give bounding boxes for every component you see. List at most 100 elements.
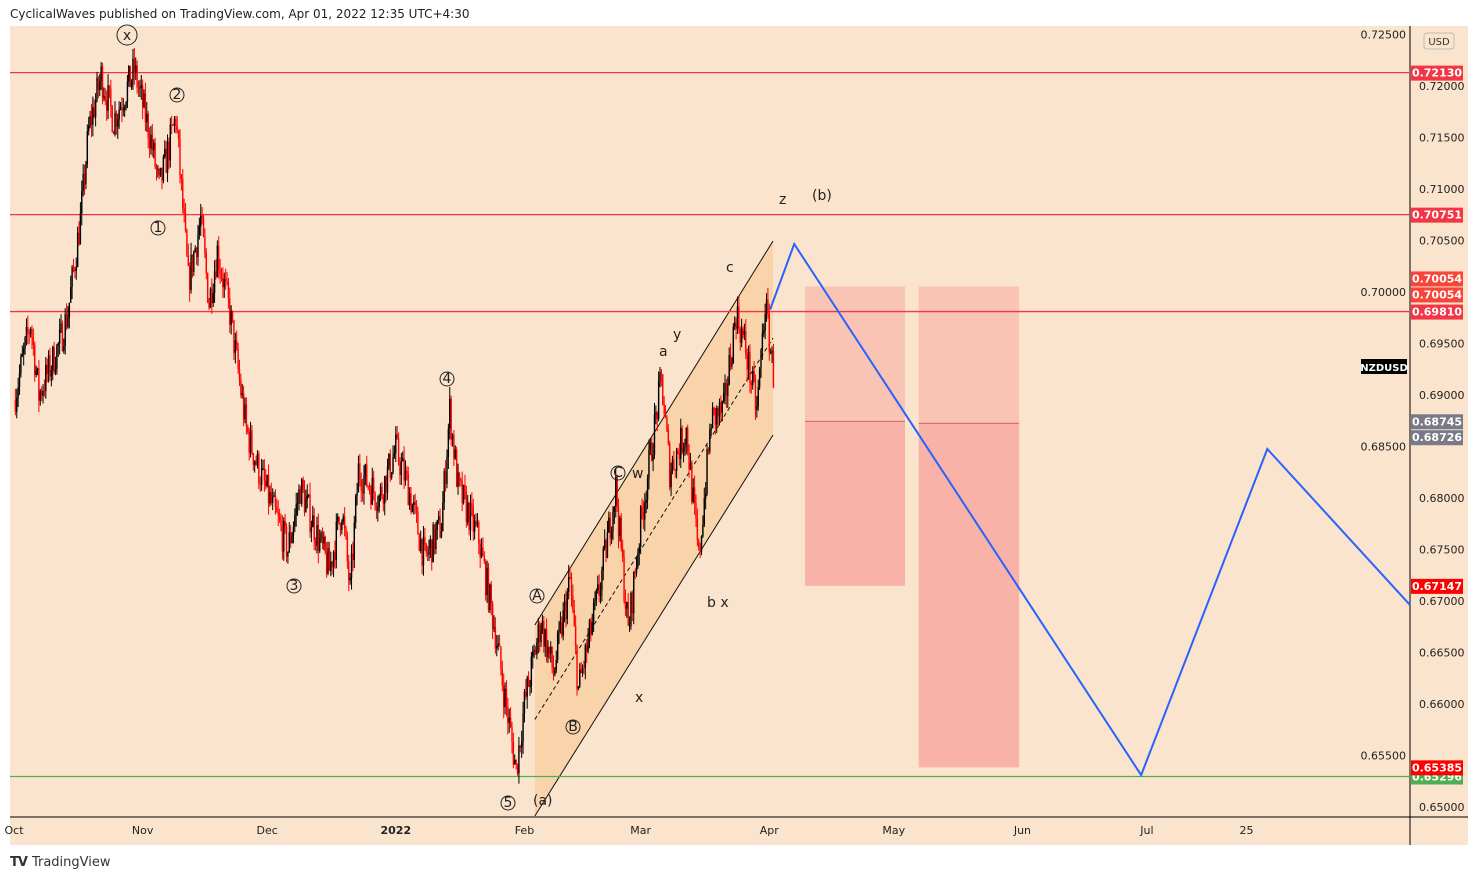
- candle: [130, 79, 133, 91]
- candle: [324, 535, 326, 555]
- candle: [125, 101, 127, 111]
- candle-body: [54, 369, 57, 373]
- candle-body: [104, 96, 106, 100]
- candle: [114, 101, 116, 137]
- candle: [140, 74, 142, 100]
- candle-body: [443, 471, 445, 503]
- candle: [146, 101, 148, 132]
- candle: [753, 361, 755, 383]
- candle: [437, 510, 440, 525]
- candle-body: [468, 502, 470, 531]
- candle-body: [96, 77, 98, 101]
- candle: [425, 542, 427, 557]
- candle-body: [270, 492, 272, 503]
- candle: [678, 443, 681, 466]
- candle-body: [295, 503, 297, 516]
- candle: [165, 141, 167, 173]
- candle-body: [768, 313, 770, 353]
- candle: [118, 101, 120, 129]
- candle-body: [639, 506, 642, 547]
- candle: [447, 423, 450, 469]
- candle: [204, 228, 206, 259]
- candle-body: [626, 602, 628, 609]
- candle-body: [471, 502, 473, 508]
- candle-body: [655, 412, 657, 415]
- candle: [496, 634, 498, 657]
- candle: [577, 686, 580, 691]
- candle: [25, 318, 28, 346]
- candle: [307, 493, 310, 498]
- price-tick-label: 0.66500: [1419, 647, 1465, 660]
- candle: [525, 679, 527, 700]
- candle-body: [139, 87, 141, 89]
- candle-body: [745, 331, 747, 355]
- candle-body: [739, 329, 741, 343]
- candle: [738, 296, 740, 334]
- candle: [572, 584, 574, 613]
- candle-body: [415, 504, 418, 512]
- candle-body: [206, 273, 209, 303]
- candle: [119, 102, 122, 111]
- candle-body: [692, 487, 694, 502]
- candle: [88, 116, 90, 136]
- candle-body: [621, 549, 624, 558]
- candle-body: [289, 532, 292, 543]
- candle: [565, 590, 567, 628]
- candle-body: [500, 646, 502, 670]
- candle: [460, 477, 462, 487]
- candle-body: [736, 306, 739, 330]
- candle-body: [58, 329, 61, 344]
- candle-body: [562, 610, 564, 636]
- candle-body: [197, 234, 199, 257]
- candle-body: [515, 760, 517, 764]
- candle: [147, 110, 149, 149]
- candle-body: [532, 651, 534, 657]
- candle: [201, 207, 203, 225]
- candle-body: [599, 590, 602, 596]
- candle-body: [505, 688, 508, 707]
- candle-body: [653, 414, 656, 455]
- candle: [284, 513, 286, 534]
- candle: [734, 316, 736, 331]
- candle-body: [699, 547, 701, 552]
- candle: [475, 513, 477, 528]
- candle: [433, 523, 436, 555]
- candle-body: [271, 496, 274, 503]
- candle: [18, 364, 21, 395]
- candle: [415, 500, 418, 523]
- candle: [388, 453, 390, 471]
- candle-body: [566, 591, 569, 620]
- candle: [103, 87, 105, 102]
- candle-body: [231, 310, 234, 321]
- candle-body: [595, 590, 598, 600]
- candle-body: [721, 401, 723, 413]
- candle-body: [511, 726, 513, 742]
- candle-body: [594, 599, 596, 603]
- candle-body: [663, 404, 665, 414]
- candle-body: [494, 627, 497, 649]
- price-tick-label: 0.69500: [1419, 338, 1465, 351]
- candle-body: [254, 461, 256, 465]
- candle: [67, 306, 69, 329]
- candle-body: [303, 489, 306, 513]
- candle-body: [299, 489, 302, 504]
- candle: [213, 260, 216, 303]
- candle-body: [301, 479, 303, 504]
- candle-body: [16, 397, 18, 412]
- candle: [144, 82, 147, 131]
- candle-body: [526, 677, 528, 697]
- candle: [402, 451, 404, 462]
- candle-body: [681, 427, 683, 453]
- candle: [266, 474, 268, 488]
- candle-body: [525, 691, 527, 697]
- candle-body: [403, 458, 405, 481]
- candle-body: [486, 568, 488, 596]
- candle: [522, 701, 524, 754]
- candle-body: [437, 516, 440, 521]
- candle-body: [385, 476, 387, 493]
- wave-label: A: [532, 588, 542, 604]
- candle-body: [750, 382, 753, 385]
- candle: [321, 527, 324, 550]
- candle-body: [485, 561, 487, 596]
